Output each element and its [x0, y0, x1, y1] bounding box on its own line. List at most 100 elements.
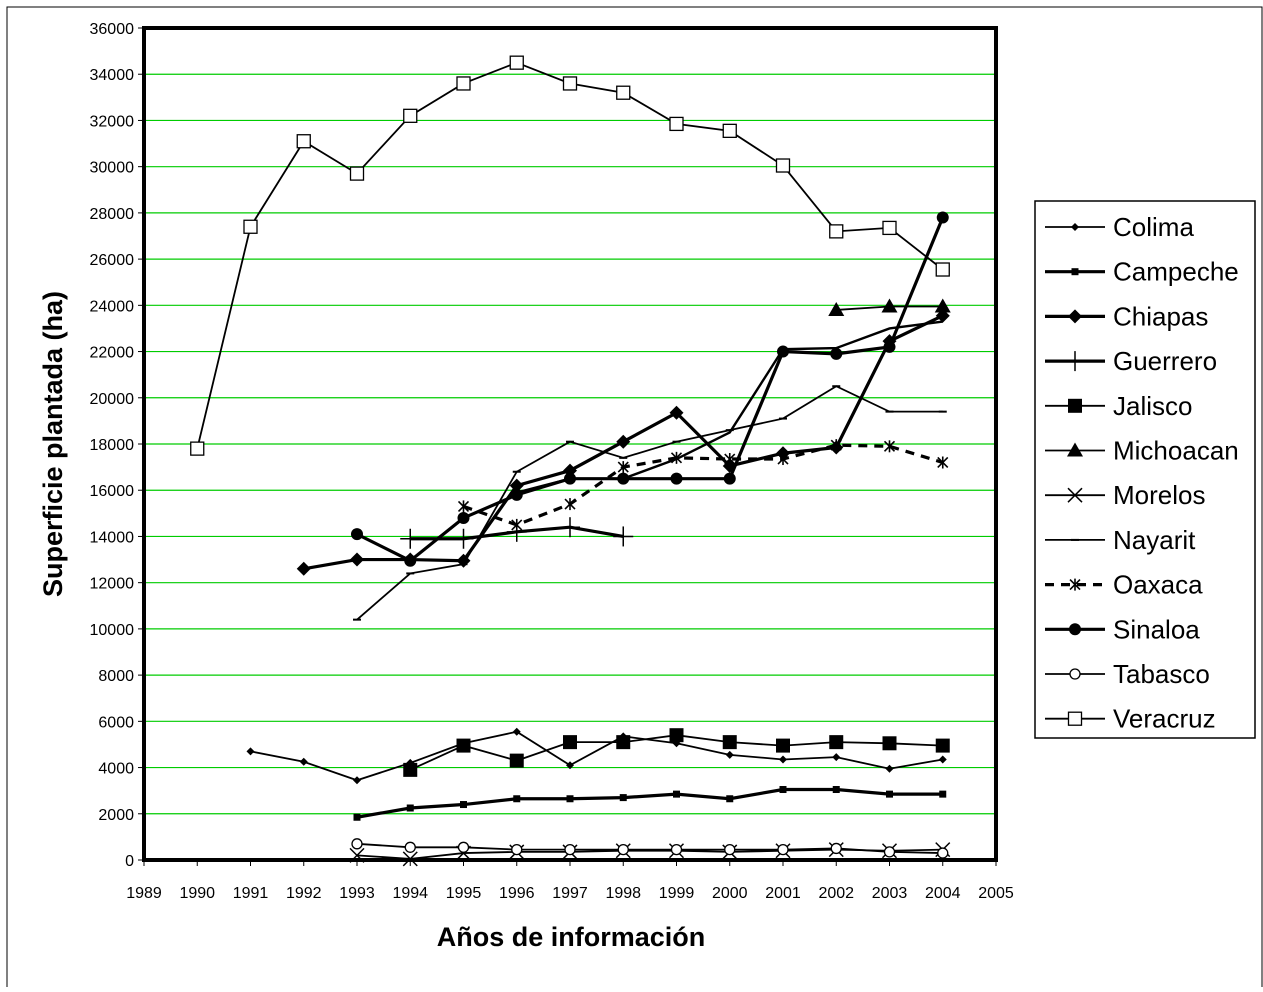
- tick-labels: 0 2000 4000 6000 8000 10000 12000 14000 16000 180…: [90, 21, 1014, 902]
- point-tabasco-2004: [937, 847, 949, 859]
- point-jalisco-1996: [509, 753, 524, 768]
- series-sinaloa: [351, 211, 949, 567]
- legend-marker-chiapas: [1068, 309, 1082, 324]
- series-line-nayarit: [356, 385, 943, 621]
- y-tick-label-22000: 22000: [90, 345, 135, 362]
- point-veracruz-1992: [296, 134, 311, 149]
- legend-label-guerrero: Guerrero: [1113, 346, 1217, 376]
- point-colima-1996: [512, 727, 521, 736]
- x-axis-title: Años de información: [437, 922, 706, 952]
- legend-label-colima: Colima: [1113, 212, 1194, 242]
- point-veracruz-2001: [775, 158, 791, 173]
- point-guerrero-1997: [560, 517, 580, 538]
- point-sinaloa-2002: [830, 347, 843, 360]
- point-oaxaca-2000: [724, 453, 736, 466]
- y-tick-label-6000: 6000: [98, 714, 134, 731]
- y-tick-label-24000: 24000: [90, 298, 135, 315]
- point-colima-1993: [353, 776, 361, 785]
- point-tabasco-1999: [670, 843, 683, 856]
- legend-item-nayarit: Nayarit: [1045, 525, 1196, 555]
- legend-item-oaxaca: Oaxaca: [1045, 570, 1203, 600]
- point-tabasco-1996: [511, 843, 523, 856]
- point-chiapas-1998: [616, 434, 631, 449]
- point-michoacan-2003: [881, 298, 898, 313]
- point-campeche-2000: [726, 795, 734, 803]
- point-oaxaca-2004: [937, 456, 949, 469]
- series-line-colima: [250, 730, 943, 782]
- point-colima-1991: [246, 747, 255, 756]
- point-veracruz-2003: [882, 220, 897, 236]
- point-jalisco-1994: [403, 762, 418, 777]
- point-chiapas-1992: [296, 561, 311, 576]
- point-sinaloa-1993: [351, 528, 363, 541]
- point-oaxaca-1996: [511, 518, 523, 531]
- point-colima-2004: [938, 755, 947, 764]
- point-sinaloa-2000: [723, 472, 736, 485]
- x-tick-label-1990: 1990: [179, 885, 215, 902]
- y-tick-label-16000: 16000: [90, 483, 135, 500]
- point-sinaloa-1998: [617, 472, 630, 485]
- point-colima-2000: [725, 750, 734, 759]
- x-tick-label-2000: 2000: [712, 885, 748, 902]
- legend-item-morelos: Morelos: [1045, 480, 1205, 510]
- point-jalisco-2000: [722, 735, 737, 750]
- legend-label-tabasco: Tabasco: [1113, 659, 1210, 689]
- y-tick-label-34000: 34000: [90, 67, 135, 84]
- point-sinaloa-1999: [670, 472, 683, 485]
- x-tick-label-1989: 1989: [126, 885, 162, 902]
- legend-marker-tabasco: [1069, 668, 1081, 680]
- point-oaxaca-1998: [617, 461, 629, 474]
- point-jalisco-2004: [935, 738, 950, 753]
- point-colima-2003: [885, 764, 894, 773]
- point-jalisco-1995: [456, 738, 471, 753]
- legend-marker-veracruz: [1067, 711, 1083, 726]
- point-veracruz-1993: [349, 166, 365, 181]
- legend-label-jalisco: Jalisco: [1113, 391, 1192, 421]
- legend-item-tabasco: Tabasco: [1045, 659, 1210, 689]
- point-sinaloa-1994: [404, 554, 417, 567]
- y-tick-label-8000: 8000: [98, 668, 134, 685]
- y-tick-label-28000: 28000: [90, 206, 135, 223]
- point-campeche-1998: [619, 794, 627, 802]
- point-campeche-1999: [673, 790, 680, 798]
- legend-item-campeche: Campeche: [1045, 257, 1239, 287]
- point-campeche-2004: [939, 790, 947, 798]
- point-sinaloa-1996: [510, 488, 523, 501]
- point-veracruz-2004: [935, 262, 950, 277]
- point-campeche-2003: [886, 790, 893, 798]
- point-tabasco-2003: [883, 846, 896, 858]
- point-veracruz-1990: [190, 441, 205, 456]
- legend-label-campeche: Campeche: [1113, 257, 1239, 287]
- series-oaxaca: [457, 439, 949, 531]
- point-jalisco-2001: [776, 738, 790, 753]
- point-campeche-1997: [566, 795, 574, 803]
- point-veracruz-2000: [722, 123, 737, 138]
- legend-marker-campeche: [1071, 268, 1079, 276]
- x-tick-label-1994: 1994: [392, 885, 428, 902]
- y-tick-label-10000: 10000: [90, 622, 135, 639]
- point-tabasco-1993: [351, 838, 363, 850]
- point-veracruz-1995: [456, 76, 471, 91]
- point-chiapas-1999: [669, 405, 684, 420]
- point-oaxaca-1999: [670, 451, 683, 464]
- series-line-campeche: [356, 787, 943, 819]
- legend-label-morelos: Morelos: [1113, 480, 1205, 510]
- point-sinaloa-2004: [936, 211, 949, 224]
- point-colima-1997: [566, 761, 574, 770]
- gridlines: [144, 73, 996, 815]
- point-tabasco-1994: [404, 841, 416, 853]
- point-sinaloa-2001: [777, 345, 789, 358]
- legend-item-veracruz: Veracruz: [1045, 704, 1216, 734]
- y-tick-label-30000: 30000: [90, 160, 135, 177]
- point-chiapas-1996: [509, 478, 524, 493]
- legend-marker-colima: [1071, 223, 1079, 231]
- point-oaxaca-1995: [457, 500, 470, 513]
- point-colima-2001: [779, 755, 787, 764]
- point-oaxaca-1997: [564, 498, 576, 511]
- point-veracruz-2002: [829, 224, 844, 239]
- x-tick-label-1998: 1998: [605, 885, 641, 902]
- point-sinaloa-1997: [564, 472, 576, 485]
- legend-label-sinaloa: Sinaloa: [1113, 614, 1200, 644]
- point-campeche-1995: [460, 801, 467, 809]
- x-tick-label-2001: 2001: [765, 885, 801, 902]
